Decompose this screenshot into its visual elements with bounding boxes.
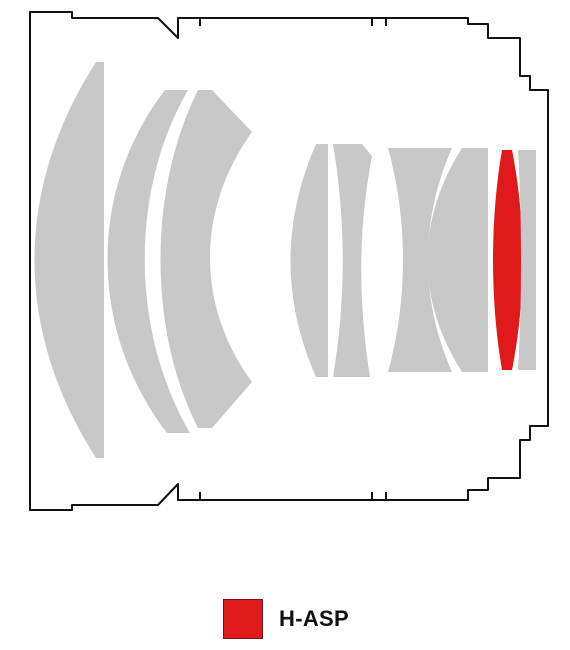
legend-label-h-asp: H-ASP bbox=[279, 606, 349, 631]
lens-element-2 bbox=[107, 90, 190, 433]
lens-element-7 bbox=[427, 148, 488, 372]
lens-element-5 bbox=[333, 144, 372, 377]
barrel-ticks bbox=[199, 18, 387, 500]
lens-element-9 bbox=[518, 150, 536, 370]
lens-element-3 bbox=[160, 90, 252, 428]
lens-element-1 bbox=[34, 62, 104, 458]
lens-element-4 bbox=[290, 144, 328, 377]
legend-swatch-h-asp bbox=[223, 599, 263, 639]
barrel-outline bbox=[29, 11, 549, 511]
lens-element-8-h-asp bbox=[493, 150, 523, 370]
legend: H-ASP bbox=[223, 598, 349, 640]
lens-elements bbox=[34, 62, 536, 458]
lens-element-6 bbox=[388, 148, 452, 372]
